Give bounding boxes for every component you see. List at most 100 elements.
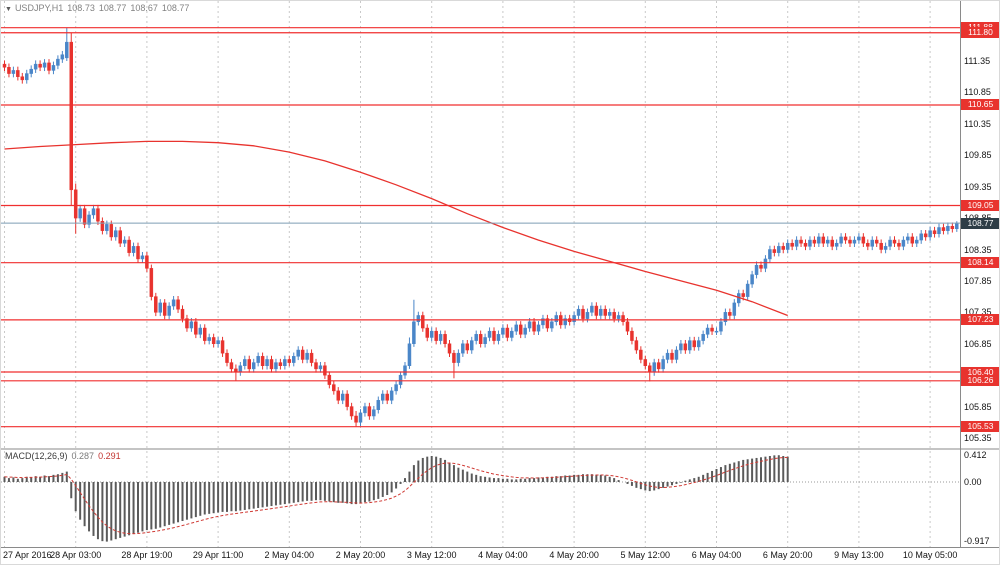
candle-body — [461, 343, 465, 354]
candle-body — [612, 312, 616, 319]
candle-body — [496, 334, 501, 341]
candle-body — [122, 239, 127, 244]
candle-body — [870, 239, 874, 247]
candle-body — [207, 337, 211, 341]
candle-body — [821, 236, 826, 244]
candle-body — [781, 246, 785, 250]
candle-body — [429, 330, 434, 338]
candle-body — [345, 393, 349, 407]
candle-body — [91, 208, 96, 216]
candle-body — [176, 299, 180, 310]
candle-body — [20, 76, 25, 81]
candle-body — [194, 321, 198, 335]
candle-body — [585, 312, 590, 319]
candle-body — [808, 239, 812, 247]
candle-body — [888, 239, 892, 247]
candle-body — [278, 362, 283, 366]
candle-body — [73, 189, 78, 219]
candle-body — [292, 356, 296, 363]
candle-body — [839, 236, 843, 244]
candle-body — [843, 236, 848, 241]
candle-body — [505, 327, 510, 338]
candle-body — [768, 249, 772, 260]
candle-body — [296, 349, 300, 357]
candle-body — [51, 65, 56, 71]
candle-body — [670, 352, 674, 360]
candle-body — [7, 67, 11, 74]
candle-body — [545, 318, 550, 329]
candle-body — [256, 356, 260, 363]
candle-body — [33, 63, 38, 70]
candle-body — [16, 70, 20, 77]
candle-body — [590, 305, 594, 313]
candle-body — [723, 312, 728, 323]
candle-body — [318, 365, 323, 370]
candle-body — [910, 236, 915, 244]
candle-body — [830, 239, 834, 247]
candle-body — [358, 412, 363, 423]
candle-body — [425, 327, 429, 338]
candle-body — [412, 321, 416, 344]
candle-body — [639, 349, 643, 360]
candle-body — [47, 62, 51, 71]
candle-body — [607, 312, 612, 316]
candle-body — [131, 246, 136, 253]
candle-body — [421, 315, 425, 329]
candle-body — [185, 318, 189, 329]
candle-body — [527, 321, 532, 329]
quote-readout: ▼ USDJPY,H1 108.73 108.77 108.67 108.77 — [5, 3, 193, 13]
candle-body — [616, 315, 621, 319]
candle-body — [78, 208, 82, 219]
candle-body — [554, 315, 559, 323]
candle-body — [211, 337, 216, 345]
candle-body — [220, 340, 225, 354]
candle-body — [759, 264, 763, 269]
candle-body — [314, 362, 318, 370]
candle-body — [701, 334, 705, 341]
macd-axis-zero: 0.00 — [964, 477, 982, 487]
candle-body — [714, 330, 719, 333]
candle-body — [692, 340, 696, 348]
candle-body — [728, 312, 732, 316]
candle-body — [946, 226, 950, 231]
candle-body — [203, 327, 207, 341]
candle-body — [452, 352, 456, 363]
macd-readout: MACD(12,26,9) 0.287 0.291 — [5, 451, 121, 461]
candle-body — [906, 236, 910, 241]
candle-body — [741, 293, 745, 297]
candle-body — [349, 406, 354, 417]
moving-average-line — [4, 140, 788, 317]
candle-body — [799, 239, 803, 244]
candle-body — [848, 239, 852, 244]
candle-body — [385, 393, 389, 401]
candle-body — [381, 393, 385, 401]
candle-body — [603, 308, 607, 316]
candle-body — [456, 352, 461, 363]
candle-body — [492, 330, 496, 341]
candle-body — [572, 315, 576, 323]
candle-body — [915, 239, 919, 244]
candle-body — [216, 340, 220, 345]
candle-body — [65, 41, 69, 59]
candle-body — [732, 302, 737, 316]
macd-signal-line — [4, 456, 788, 535]
candle-body — [550, 321, 554, 329]
candle-body — [581, 308, 585, 319]
candle-body — [937, 227, 941, 235]
candle-body — [340, 393, 345, 401]
candle-body — [87, 214, 91, 225]
candle-body — [269, 359, 274, 370]
macd-axis-max: 0.412 — [964, 450, 987, 460]
candle-body — [327, 374, 332, 385]
candle-body — [229, 362, 234, 370]
candle-body — [803, 242, 808, 247]
candle-body — [416, 315, 421, 323]
quote-low: 108.67 — [130, 3, 158, 13]
candle-body — [145, 255, 149, 269]
candle-body — [283, 359, 287, 366]
candle-body — [470, 340, 474, 351]
candle-body — [465, 343, 470, 351]
candle-body — [162, 302, 167, 316]
